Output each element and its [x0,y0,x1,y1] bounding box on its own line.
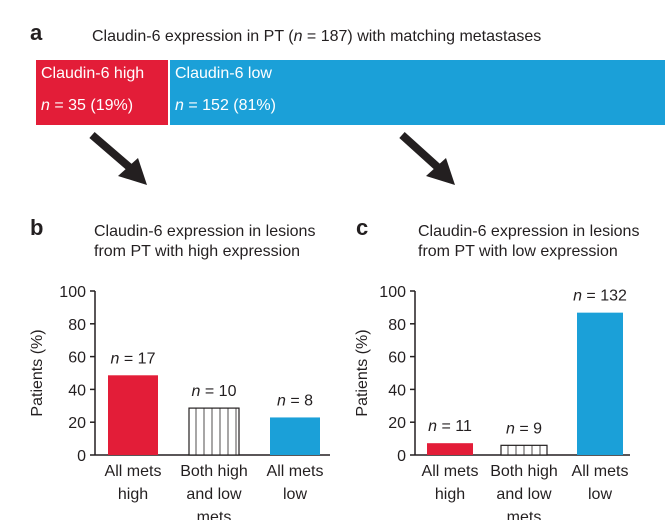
panel-a-letter: a [30,20,43,45]
bar [108,375,158,455]
y-tick-label: 100 [59,284,86,301]
x-category-label: All mets [572,463,629,480]
claudin-low-count: n = 152 (81%) [175,97,276,114]
panel-b-title-line1: Claudin-6 expression in lesions [94,223,316,240]
bar-n-symbol: n [506,420,515,437]
bar-n-value: = 8 [286,392,313,409]
bar [427,443,473,455]
y-tick-label: 20 [68,415,86,432]
panel-a-title-part1: Claudin-6 expression in PT ( [92,28,294,45]
x-category-label: All mets [422,463,479,480]
x-category-label: low [283,486,307,503]
bar [500,444,548,456]
bar-n-value: = 11 [437,418,472,435]
bar-n-symbol: n [111,350,120,367]
claudin-high-label: Claudin-6 high [41,65,145,82]
bar-n-symbol: n [277,392,286,409]
panel-a-title-n: n [293,28,303,45]
panel-a-title-part2: = 187) with matching metastases [302,28,542,45]
panel-b-title: Claudin-6 expression in lesions from PT … [94,222,315,262]
y-tick-label: 100 [379,284,406,301]
y-tick-label: 60 [68,350,86,367]
claudin-low-label: Claudin-6 low [175,65,272,82]
x-category-label: high [118,486,148,503]
bar-n-symbol: n [428,418,437,435]
bar-n-label: n = 17 [111,350,156,367]
x-category-label: mets [507,509,542,520]
y-tick-label: 80 [68,317,86,334]
bar-n-label: n = 8 [277,392,313,409]
panel-c-title-line1: Claudin-6 expression in lesions [418,223,640,240]
bar-n-label: n = 10 [192,383,237,400]
y-tick-label: 0 [77,448,86,465]
bar-n-label: n = 11 [428,418,472,435]
x-category-label: mets [197,509,232,520]
claudin-high-segment: Claudin-6 high n = 35 (19%) [36,60,168,125]
claudin-low-segment: Claudin-6 low n = 152 (81%) [170,60,665,125]
bar-n-value: = 17 [119,350,155,367]
claudin-high-count: n = 35 (19%) [41,97,134,114]
x-category-label: and low [496,486,552,503]
x-category-label: All mets [267,463,324,480]
panel-a-title: Claudin-6 expression in PT (n = 187) wit… [92,27,541,47]
bar [188,407,240,456]
y-axis-label: Patients (%) [354,329,371,416]
x-category-label: low [588,486,612,503]
panel-c-letter: c [356,215,369,240]
arrow-to-panel-b [89,131,147,185]
panel-b-letter: b [30,215,44,240]
y-tick-label: 40 [388,382,406,399]
y-tick-label: 0 [397,448,406,465]
bar-n-symbol: n [192,383,201,400]
x-category-label: and low [186,486,242,503]
y-tick-label: 80 [388,317,406,334]
bar-n-value: = 9 [515,420,542,437]
claudin-low-count-value: = 152 (81%) [183,97,276,114]
bar-n-value: = 132 [582,288,627,305]
y-tick-label: 60 [388,350,406,367]
y-tick-label: 20 [388,415,406,432]
arrow-to-panel-c [399,132,455,185]
bar-n-value: = 10 [200,383,236,400]
bar-n-symbol: n [573,288,582,305]
panel-c-title-line2: from PT with low expression [418,243,618,260]
x-category-label: Both high [490,463,558,480]
bar [270,417,320,455]
bar-n-label: n = 9 [506,420,542,437]
x-category-label: All mets [105,463,162,480]
claudin-high-count-value: = 35 (19%) [49,97,134,114]
x-category-label: high [435,486,465,503]
panel-c-title: Claudin-6 expression in lesions from PT … [418,222,639,262]
bar-n-label: n = 132 [573,288,627,305]
panel-b-title-line2: from PT with high expression [94,243,301,260]
y-tick-label: 40 [68,382,86,399]
bar [577,312,623,455]
y-axis-label: Patients (%) [29,329,46,416]
x-category-label: Both high [180,463,248,480]
